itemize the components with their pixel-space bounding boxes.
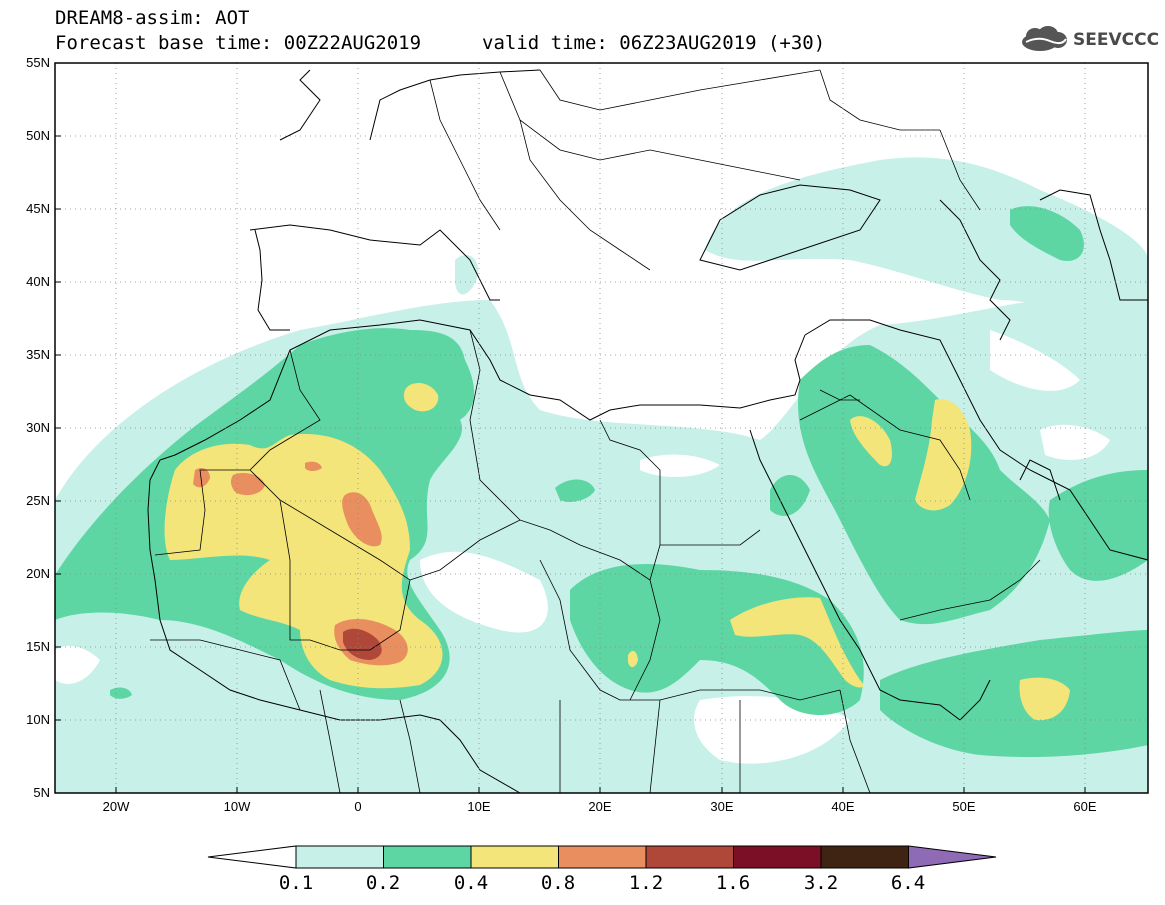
lon-label: 0 bbox=[354, 799, 362, 814]
lat-label: 55N bbox=[26, 55, 50, 70]
colorbar bbox=[207, 845, 997, 869]
cloud-logo-icon bbox=[1022, 26, 1067, 51]
colorbar-bin-5 bbox=[645, 845, 734, 869]
colorbar-label: 0.2 bbox=[365, 872, 401, 894]
colorbar-label: 0.8 bbox=[540, 872, 576, 894]
lon-label: 30E bbox=[710, 799, 734, 814]
lat-label: 15N bbox=[26, 639, 50, 654]
lon-label: 10E bbox=[467, 799, 491, 814]
lon-label: 60E bbox=[1073, 799, 1097, 814]
map-title: DREAM8-assim: AOT bbox=[55, 7, 250, 29]
lat-label: 30N bbox=[26, 420, 50, 435]
colorbar-high-arrow bbox=[908, 845, 997, 869]
lon-label: 20E bbox=[588, 799, 612, 814]
colorbar-label: 0.4 bbox=[453, 872, 489, 894]
colorbar-label: 6.4 bbox=[890, 872, 926, 894]
colorbar-bin-2 bbox=[383, 845, 472, 869]
lon-label: 20W bbox=[102, 799, 130, 814]
colorbar-bin-1 bbox=[295, 845, 384, 869]
lon-label: 50E bbox=[952, 799, 976, 814]
lon-label: 10W bbox=[223, 799, 251, 814]
valid-time: valid time: 06Z23AUG2019 (+30) bbox=[482, 32, 826, 54]
lat-label: 40N bbox=[26, 274, 50, 289]
lat-label: 5N bbox=[33, 785, 50, 800]
colorbar-label: 3.2 bbox=[803, 872, 839, 894]
colorbar-bin-7 bbox=[820, 845, 909, 869]
lat-label: 35N bbox=[26, 347, 50, 362]
forecast-base-time: Forecast base time: 00Z22AUG2019 bbox=[55, 32, 422, 54]
lat-label: 45N bbox=[26, 201, 50, 216]
country-borders bbox=[150, 69, 1041, 793]
colorbar-label: 1.6 bbox=[715, 872, 751, 894]
lat-label: 25N bbox=[26, 493, 50, 508]
aot-level-1.2 bbox=[343, 628, 382, 660]
lat-label: 10N bbox=[26, 712, 50, 727]
colorbar-bin-4 bbox=[558, 845, 647, 869]
colorbar-label: 1.2 bbox=[628, 872, 664, 894]
lat-label: 20N bbox=[26, 566, 50, 581]
colorbar-label: 0.1 bbox=[278, 872, 314, 894]
lon-label: 40E bbox=[831, 799, 855, 814]
tick-marks bbox=[55, 62, 1086, 794]
colorbar-low-arrow bbox=[207, 845, 297, 869]
colorbar-bin-3 bbox=[470, 845, 559, 869]
grid-lines bbox=[55, 63, 1148, 793]
logo-text: SEEVCCC bbox=[1073, 30, 1160, 50]
lat-label: 50N bbox=[26, 128, 50, 143]
colorbar-bin-6 bbox=[733, 845, 822, 869]
